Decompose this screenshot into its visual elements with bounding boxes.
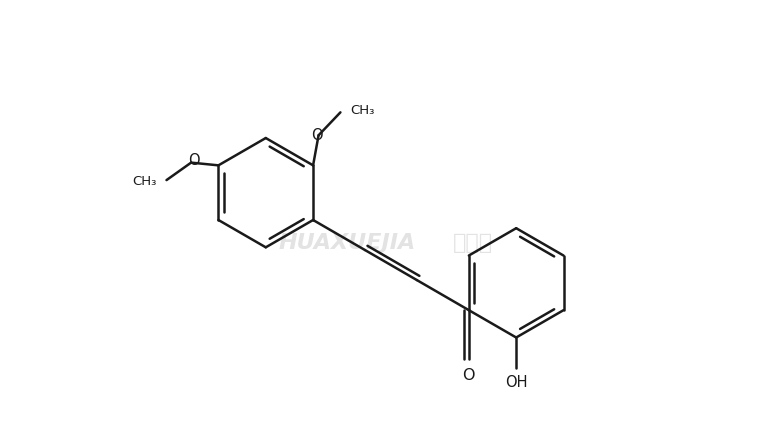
Text: O: O — [462, 367, 475, 382]
Text: O: O — [311, 128, 323, 143]
Text: OH: OH — [505, 375, 527, 390]
Text: CH₃: CH₃ — [350, 104, 374, 117]
Text: CH₃: CH₃ — [132, 175, 157, 188]
Text: HUAXUEJIA: HUAXUEJIA — [279, 233, 416, 253]
Text: O: O — [188, 153, 200, 168]
Text: 化学加: 化学加 — [453, 233, 493, 253]
